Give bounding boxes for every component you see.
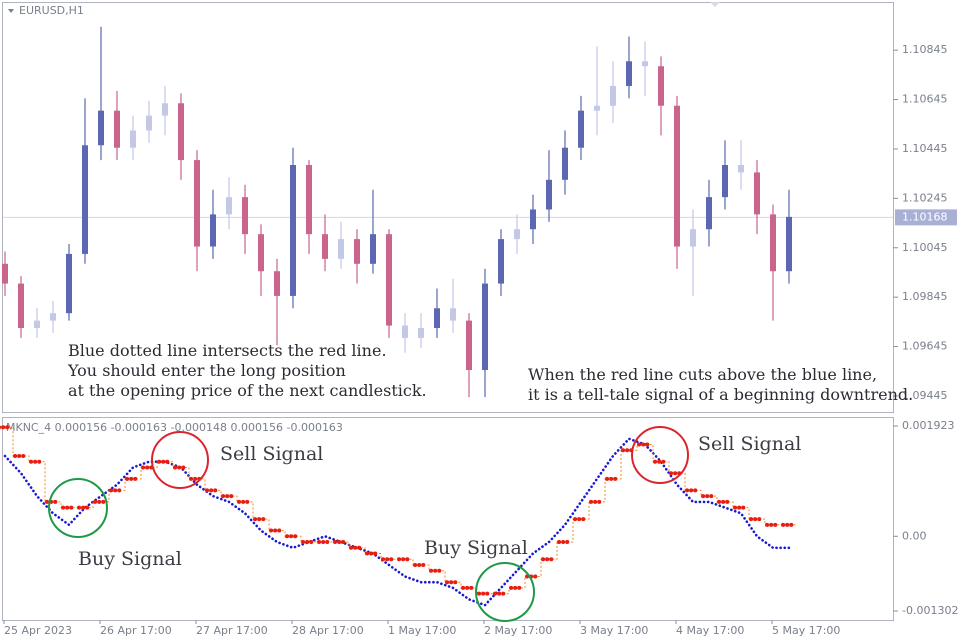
candle-body bbox=[434, 308, 440, 329]
candle-body bbox=[242, 197, 248, 235]
candle-body bbox=[530, 209, 536, 230]
x-tick-label: 5 May 17:00 bbox=[772, 624, 840, 637]
candle-body bbox=[146, 115, 152, 131]
marks: 1.09445 1.09645 1.09845 1.10045 1.10245 1.104… bbox=[0, 26, 958, 637]
candle-body bbox=[466, 320, 472, 371]
candle-body bbox=[482, 283, 488, 371]
candle-body bbox=[98, 110, 104, 146]
candle-body bbox=[18, 283, 24, 329]
candle-body bbox=[354, 239, 360, 264]
candle-body bbox=[594, 105, 600, 111]
x-tick-label: 28 Apr 17:00 bbox=[292, 624, 364, 637]
signal-label: Sell Signal bbox=[220, 443, 323, 465]
candle-body bbox=[674, 105, 680, 247]
y-tick-label: 1.10245 bbox=[902, 191, 948, 204]
candle-body bbox=[306, 165, 312, 235]
x-tick-label: 4 May 17:00 bbox=[676, 624, 744, 637]
candle-body bbox=[498, 239, 504, 284]
buy-circle bbox=[475, 562, 535, 622]
buy-circle bbox=[48, 478, 108, 538]
candle-body bbox=[738, 165, 744, 173]
indicator-title: MKNC_4 0.000156 -0.000163 -0.000148 0.00… bbox=[6, 421, 343, 434]
candle-body bbox=[578, 110, 584, 148]
candle-body bbox=[642, 61, 648, 67]
candle-body bbox=[562, 147, 568, 180]
y-tick-label: 1.09645 bbox=[902, 340, 948, 353]
annotation: You should enter the long position bbox=[67, 361, 346, 380]
annotation: at the opening price of the next candles… bbox=[68, 381, 427, 400]
signal-label: Sell Signal bbox=[698, 433, 801, 455]
y-tick-label: 0.001923 bbox=[902, 419, 955, 432]
candle-body bbox=[322, 234, 328, 259]
current-price-label: 1.10168 bbox=[902, 210, 948, 223]
candle-body bbox=[178, 103, 184, 161]
candle-body bbox=[370, 234, 376, 264]
candle-body bbox=[274, 271, 280, 296]
candle-body bbox=[690, 229, 696, 247]
signal-label: Buy Signal bbox=[424, 537, 528, 559]
candle-body bbox=[130, 130, 136, 148]
y-tick-label: 1.09845 bbox=[902, 290, 948, 303]
symbol-title: EURUSD,H1 bbox=[19, 4, 84, 17]
candle-body bbox=[162, 103, 168, 116]
candle-body bbox=[226, 197, 232, 215]
candle-body bbox=[706, 197, 712, 230]
candle-body bbox=[258, 234, 264, 272]
candle-body bbox=[450, 308, 456, 321]
candle-body bbox=[82, 145, 88, 254]
candle-body bbox=[754, 172, 760, 215]
y-tick-label: 1.10645 bbox=[902, 93, 948, 106]
menu-arrow[interactable] bbox=[8, 9, 14, 13]
annotation: it is a tell-tale signal of a beginning … bbox=[528, 385, 913, 404]
candle-body bbox=[610, 85, 616, 106]
current-price-box bbox=[895, 209, 957, 226]
sell-circle bbox=[151, 431, 209, 489]
candle-body bbox=[658, 66, 664, 106]
sell-circle bbox=[631, 426, 689, 484]
candle-body bbox=[50, 313, 56, 321]
shift-marker bbox=[710, 2, 720, 7]
candle-body bbox=[402, 325, 408, 338]
candle-body bbox=[338, 239, 344, 259]
candle-body bbox=[546, 179, 552, 210]
candle-body bbox=[626, 61, 632, 86]
y-tick-label: 1.09445 bbox=[902, 389, 948, 402]
candle-body bbox=[514, 229, 520, 240]
x-tick-label: 2 May 17:00 bbox=[484, 624, 552, 637]
candle-body bbox=[386, 234, 392, 326]
y-tick-label: -0.001302 bbox=[902, 604, 958, 617]
signal-line bbox=[3, 437, 791, 607]
annotation: When the red line cuts above the blue li… bbox=[528, 365, 877, 384]
x-tick-label: 3 May 17:00 bbox=[580, 624, 648, 637]
x-tick-label: 25 Apr 2023 bbox=[4, 624, 72, 637]
indicator-panel bbox=[2, 417, 894, 621]
x-tick-label: 27 Apr 17:00 bbox=[196, 624, 268, 637]
y-tick-label: 1.10845 bbox=[902, 43, 948, 56]
y-tick-label: 1.10445 bbox=[902, 142, 948, 155]
candle-body bbox=[418, 328, 424, 338]
y-tick-label: 1.10045 bbox=[902, 241, 948, 254]
candle-body bbox=[114, 110, 120, 148]
candle-body bbox=[722, 165, 728, 198]
candle-body bbox=[786, 216, 792, 272]
annotation: Blue dotted line intersects the red line… bbox=[68, 341, 387, 360]
candle-body bbox=[290, 165, 296, 296]
x-tick-label: 26 Apr 17:00 bbox=[100, 624, 172, 637]
price-panel bbox=[2, 2, 894, 413]
candle-body bbox=[66, 253, 72, 314]
candle-body bbox=[194, 160, 200, 247]
signal-label: Buy Signal bbox=[78, 548, 182, 570]
candle-body bbox=[2, 263, 8, 284]
candle-body bbox=[34, 320, 40, 329]
y-tick-label: 0.00 bbox=[902, 529, 927, 542]
candle-body bbox=[210, 214, 216, 247]
candle-body bbox=[770, 214, 776, 272]
x-tick-label: 1 May 17:00 bbox=[388, 624, 456, 637]
